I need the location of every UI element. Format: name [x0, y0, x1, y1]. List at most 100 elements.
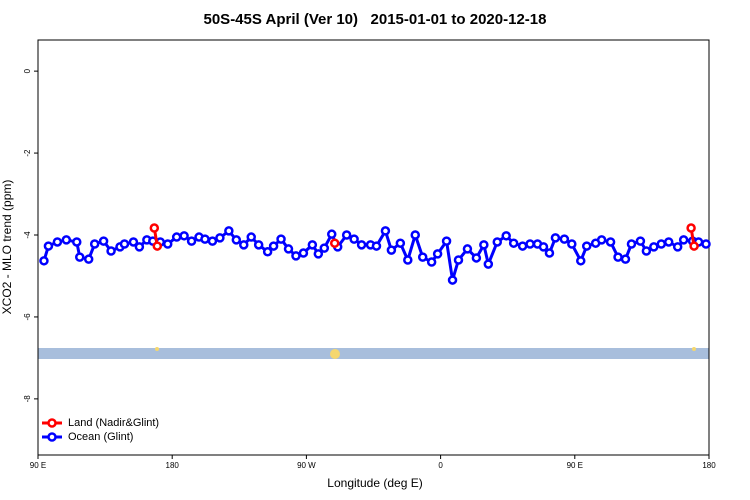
x-tick-label: 90 E: [567, 461, 583, 470]
point: [550, 233, 561, 243]
legend-marker: [47, 418, 57, 428]
y-tick-label: -8: [23, 395, 32, 403]
point: [98, 236, 109, 246]
point: [39, 256, 49, 266]
x-tick-label: 180: [702, 461, 716, 470]
point: [313, 249, 324, 259]
point: [663, 237, 674, 247]
point: [283, 244, 294, 254]
point: [649, 242, 659, 252]
point: [61, 235, 72, 245]
point: [43, 241, 54, 251]
point: [162, 239, 173, 249]
chart-title: 50S-45S April (Ver 10) 2015-01-01 to 202…: [204, 11, 547, 28]
x-tick-label: 90 W: [297, 461, 316, 470]
y-tick-label: 0: [23, 68, 32, 73]
point: [268, 241, 279, 251]
point: [89, 239, 100, 249]
point: [517, 241, 528, 251]
point: [134, 242, 145, 252]
point: [262, 247, 273, 257]
point: [613, 252, 623, 262]
x-axis-label: Longitude (deg E): [327, 476, 422, 490]
point: [410, 230, 421, 240]
point: [701, 239, 711, 249]
point: [567, 239, 577, 249]
point: [656, 239, 667, 249]
point: [576, 256, 586, 266]
point: [596, 235, 607, 245]
point: [224, 226, 234, 236]
point: [326, 229, 337, 239]
point: [501, 231, 511, 241]
point: [291, 251, 301, 261]
point: [386, 245, 397, 255]
point: [479, 240, 489, 250]
point: [544, 248, 555, 258]
point: [538, 242, 549, 252]
point: [83, 254, 94, 264]
point: [483, 259, 494, 269]
point: [395, 238, 406, 248]
point: [403, 255, 413, 265]
x-tick-label: 180: [166, 461, 180, 470]
point: [559, 234, 570, 244]
point: [620, 254, 631, 264]
point: [492, 237, 503, 247]
map-dot: [692, 347, 696, 351]
point: [678, 235, 689, 245]
point: [72, 237, 82, 247]
point: [426, 257, 437, 267]
point: [508, 238, 519, 248]
x-tick-label: 90 E: [30, 461, 46, 470]
point: [371, 241, 382, 251]
point: [231, 235, 242, 245]
y-tick-label: -6: [23, 313, 32, 321]
point: [298, 248, 309, 258]
point: [186, 236, 197, 246]
point: [686, 223, 696, 233]
point: [689, 241, 699, 251]
point: [441, 236, 452, 246]
point: [75, 252, 85, 262]
map-band: [38, 348, 709, 359]
point: [200, 234, 210, 244]
legend-label: Land (Nadir&Glint): [68, 417, 159, 429]
point: [52, 237, 63, 247]
point: [626, 239, 637, 249]
point: [581, 241, 592, 251]
point: [447, 275, 458, 285]
y-tick-label: -2: [23, 149, 32, 157]
point: [152, 241, 163, 251]
point: [215, 233, 225, 243]
legend-label: Ocean (Glint): [68, 431, 133, 443]
point: [171, 232, 182, 242]
point: [276, 234, 286, 244]
point: [635, 236, 646, 246]
point: [246, 232, 256, 242]
point: [307, 240, 318, 250]
point: [239, 240, 249, 250]
point: [605, 237, 616, 247]
point: [341, 230, 352, 240]
point: [349, 234, 359, 244]
point: [462, 244, 473, 254]
point: [119, 239, 130, 249]
point: [525, 239, 535, 249]
point: [128, 237, 139, 247]
y-tick-label: -4: [23, 231, 32, 239]
point: [319, 243, 330, 253]
point: [672, 242, 683, 252]
point: [356, 240, 367, 250]
y-axis-label: XCO2 - MLO trend (ppm): [0, 180, 14, 315]
point: [432, 249, 443, 259]
point: [253, 240, 264, 250]
point: [106, 246, 116, 256]
point: [179, 231, 189, 241]
map-dot: [330, 349, 340, 359]
map-dot: [155, 347, 159, 351]
legend-marker: [47, 432, 57, 442]
point: [149, 223, 160, 233]
point: [207, 236, 218, 246]
